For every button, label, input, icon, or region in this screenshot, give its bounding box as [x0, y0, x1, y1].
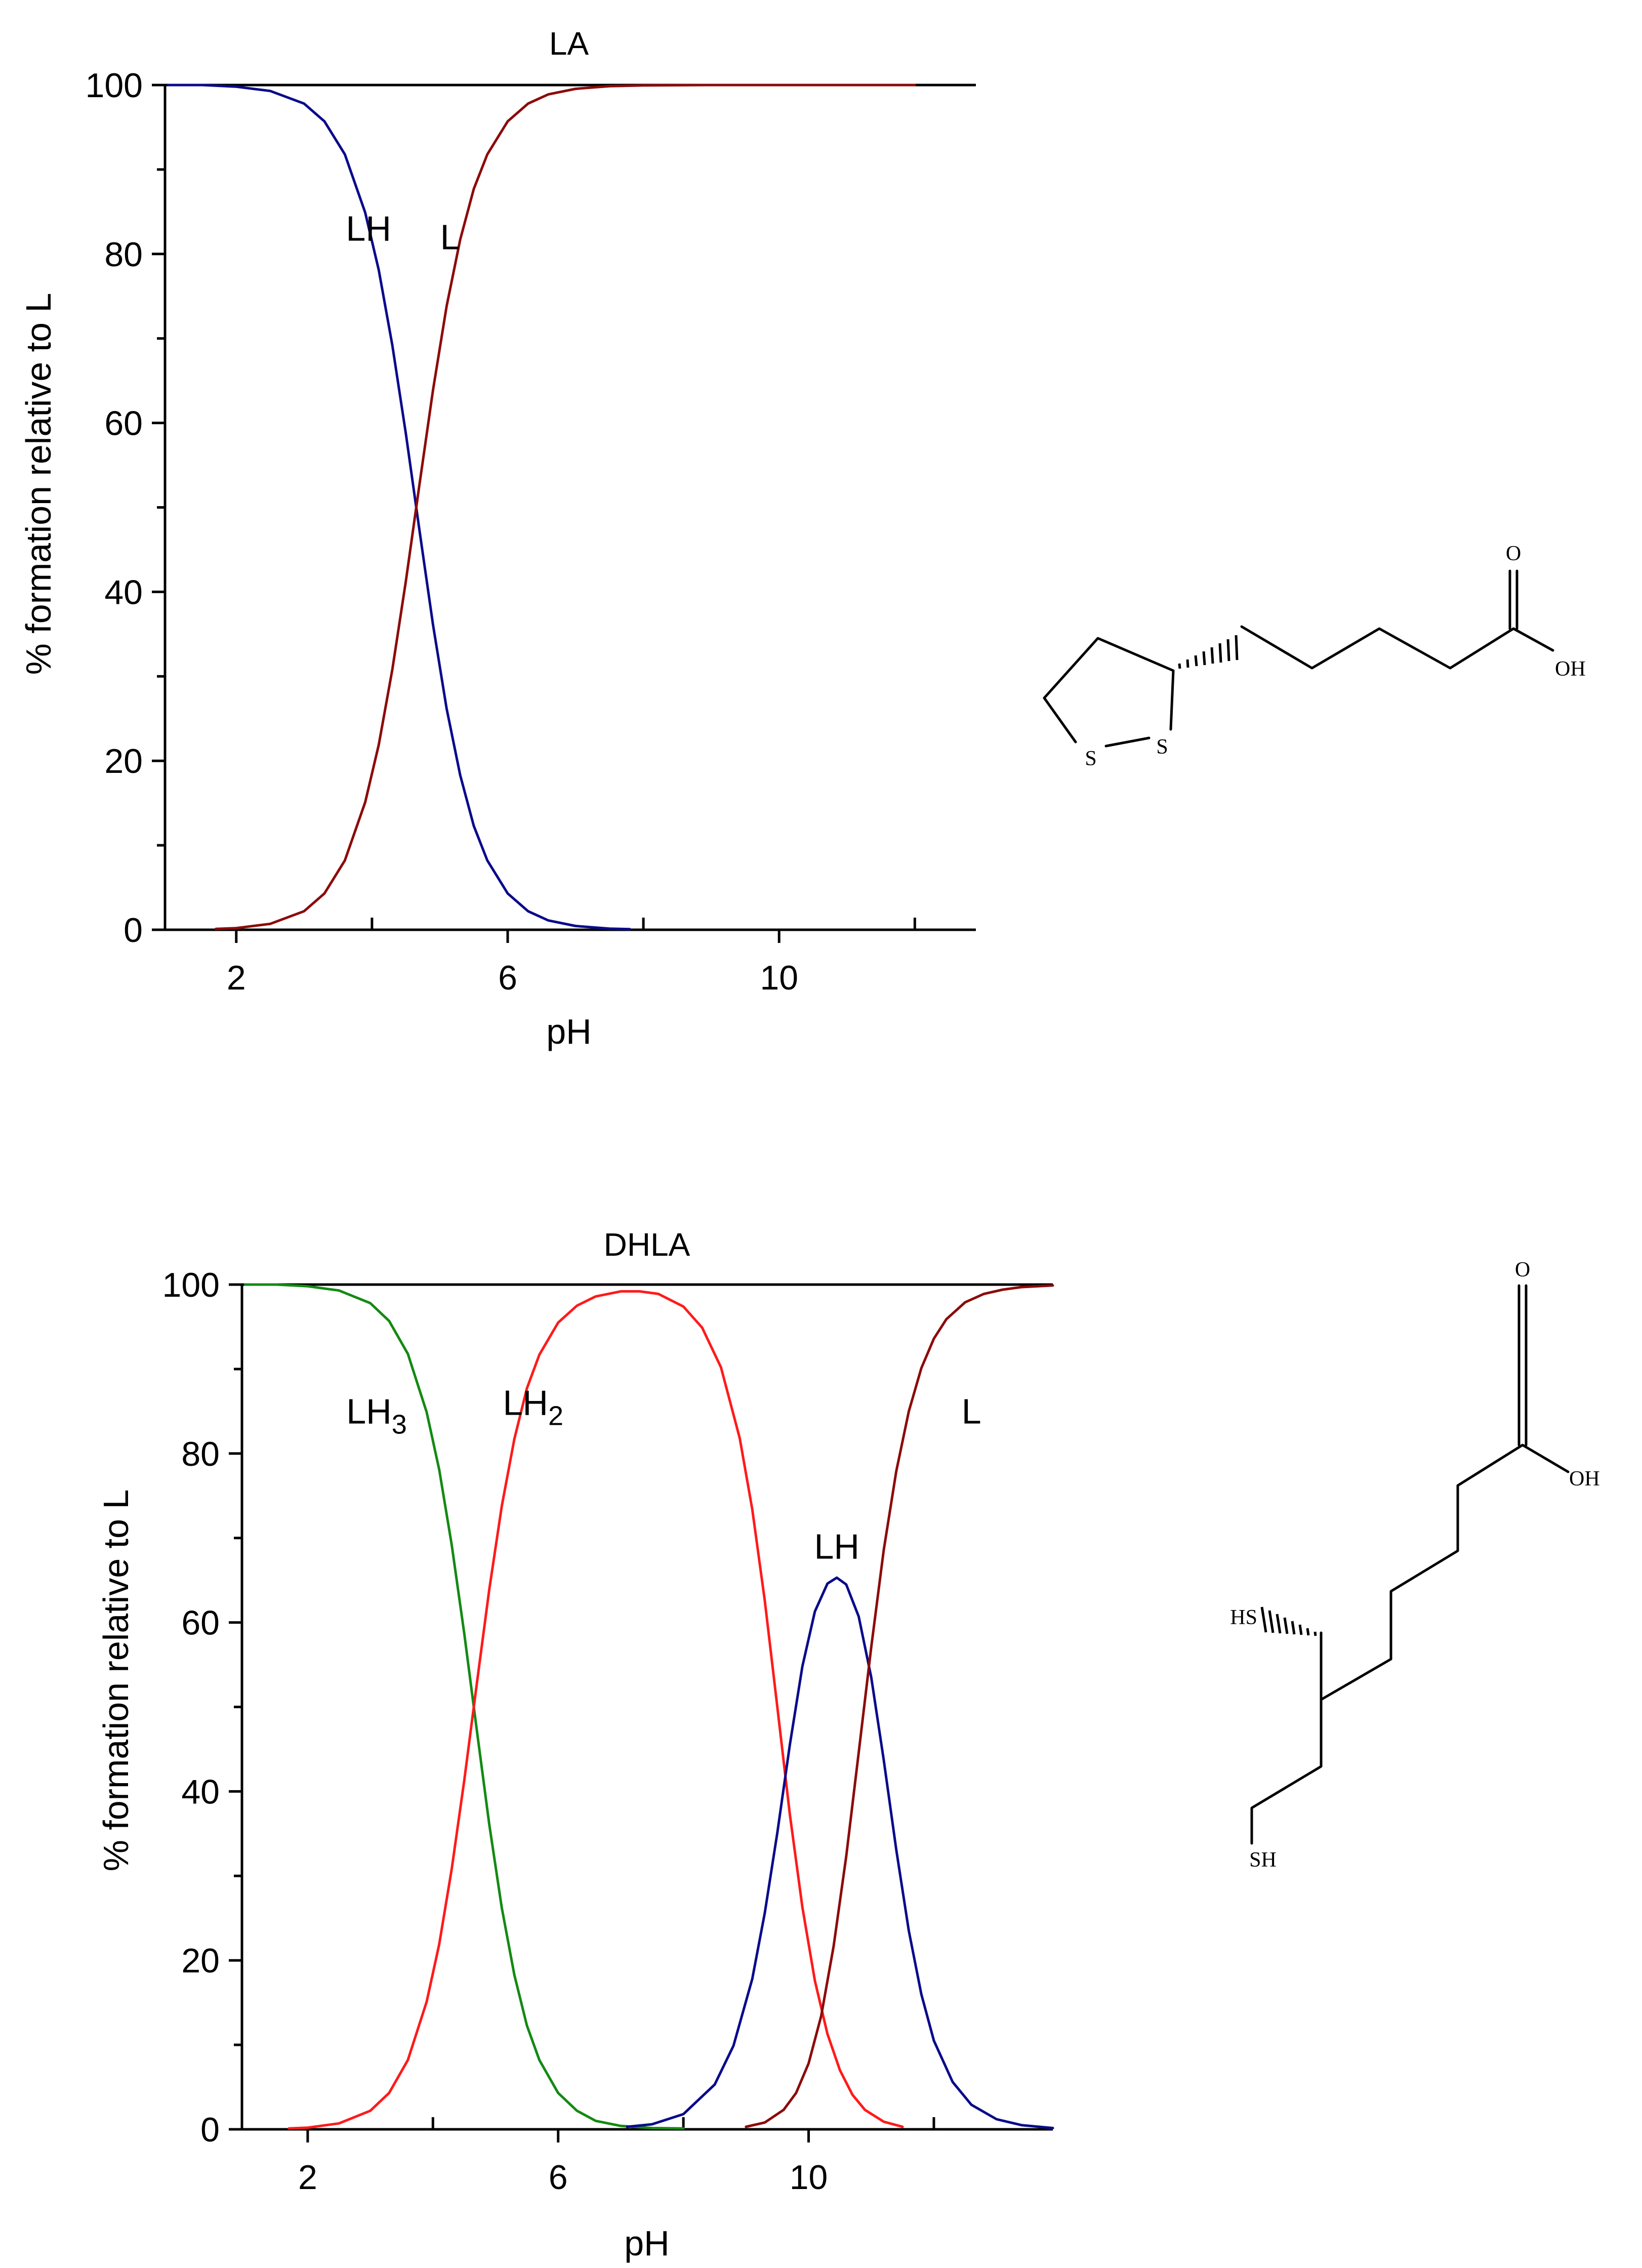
hash-wedge-bond — [1260, 1606, 1317, 1636]
chart-series-group — [167, 84, 916, 931]
carbonyl-double-bond — [1517, 1284, 1528, 1447]
x-axis-label: pH — [624, 2223, 669, 2263]
carbonyl-double-bond — [1508, 569, 1518, 630]
y-tick-label: 80 — [181, 1435, 220, 1473]
atom-label-sh: SH — [1249, 1848, 1277, 1872]
y-tick-label: 40 — [104, 573, 143, 611]
y-tick-label: 60 — [181, 1604, 220, 1642]
structure-bonds — [1043, 625, 1554, 748]
chart-series-group — [243, 1283, 1054, 2130]
y-tick-label: 0 — [200, 2111, 220, 2149]
series-line-lh3 — [243, 1283, 685, 2130]
chart-la: LA pH % formation relative to L 0 20 40 60 8… — [19, 25, 976, 1051]
chart-title: LA — [549, 25, 589, 62]
y-tick-label: 40 — [181, 1772, 220, 1811]
structure-bonds — [1250, 1444, 1570, 1845]
series-line-lh2 — [288, 1290, 904, 2130]
y-tick-label: 80 — [104, 235, 143, 274]
chart-dhla: DHLA pH % formation relative to L 0 20 40 6… — [96, 1226, 1054, 2263]
x-tick-label: 2 — [227, 959, 246, 997]
y-tick-label: 20 — [181, 1942, 220, 1980]
y-tick-label: 60 — [104, 404, 143, 443]
hash-wedge-bond — [1178, 635, 1239, 669]
series-label-l: L — [440, 217, 460, 257]
atom-label-oh: OH — [1569, 1467, 1600, 1491]
atom-label-o: O — [1506, 542, 1521, 565]
series-line-lh — [167, 84, 631, 931]
chart-axes: 0 20 40 60 80 100 2 6 10 — [86, 66, 976, 997]
lipoic-acid-structure: O OH S S — [1043, 542, 1586, 770]
x-axis-label: pH — [546, 1012, 591, 1051]
x-tick-label: 6 — [549, 2158, 568, 2197]
atom-label-o: O — [1515, 1258, 1530, 1282]
y-axis-label: % formation relative to L — [96, 1490, 136, 1872]
x-tick-label: 2 — [298, 2158, 317, 2197]
series-label-l: L — [962, 1391, 981, 1431]
chart-axes: 0 20 40 60 80 100 2 6 10 — [162, 1266, 1053, 2197]
series-label-lh: LH — [814, 1527, 859, 1566]
series-label-lh2: LH2 — [503, 1383, 563, 1431]
y-tick-label: 20 — [104, 742, 143, 780]
y-axis-label: % formation relative to L — [19, 293, 58, 675]
dihydrolipoic-acid-structure: O OH HS SH — [1230, 1258, 1599, 1872]
y-tick-label: 0 — [124, 911, 143, 950]
x-tick-label: 6 — [498, 959, 517, 997]
series-line-l — [215, 84, 916, 930]
x-tick-label: 10 — [760, 959, 798, 997]
series-label-lh: LH — [346, 209, 391, 249]
series-line-l — [745, 1284, 1054, 2128]
atom-label-oh: OH — [1555, 657, 1586, 681]
chart-title: DHLA — [604, 1226, 690, 1263]
x-tick-label: 10 — [790, 2158, 828, 2197]
series-label-lh3: LH3 — [346, 1391, 407, 1439]
atom-label-hs: HS — [1230, 1606, 1257, 1629]
atom-label-s: S — [1156, 735, 1168, 759]
series-line-lh — [626, 1576, 1054, 2129]
atom-label-s: S — [1085, 747, 1096, 770]
y-tick-label: 100 — [86, 66, 143, 105]
y-tick-label: 100 — [162, 1266, 220, 1304]
series-labels: LH L — [346, 209, 460, 257]
